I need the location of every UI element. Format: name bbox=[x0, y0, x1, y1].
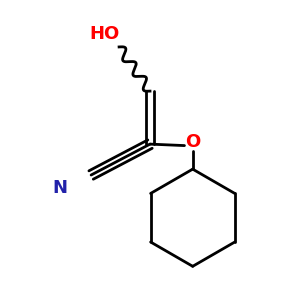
Text: N: N bbox=[53, 179, 68, 197]
Text: O: O bbox=[185, 133, 200, 151]
Text: HO: HO bbox=[89, 25, 119, 43]
